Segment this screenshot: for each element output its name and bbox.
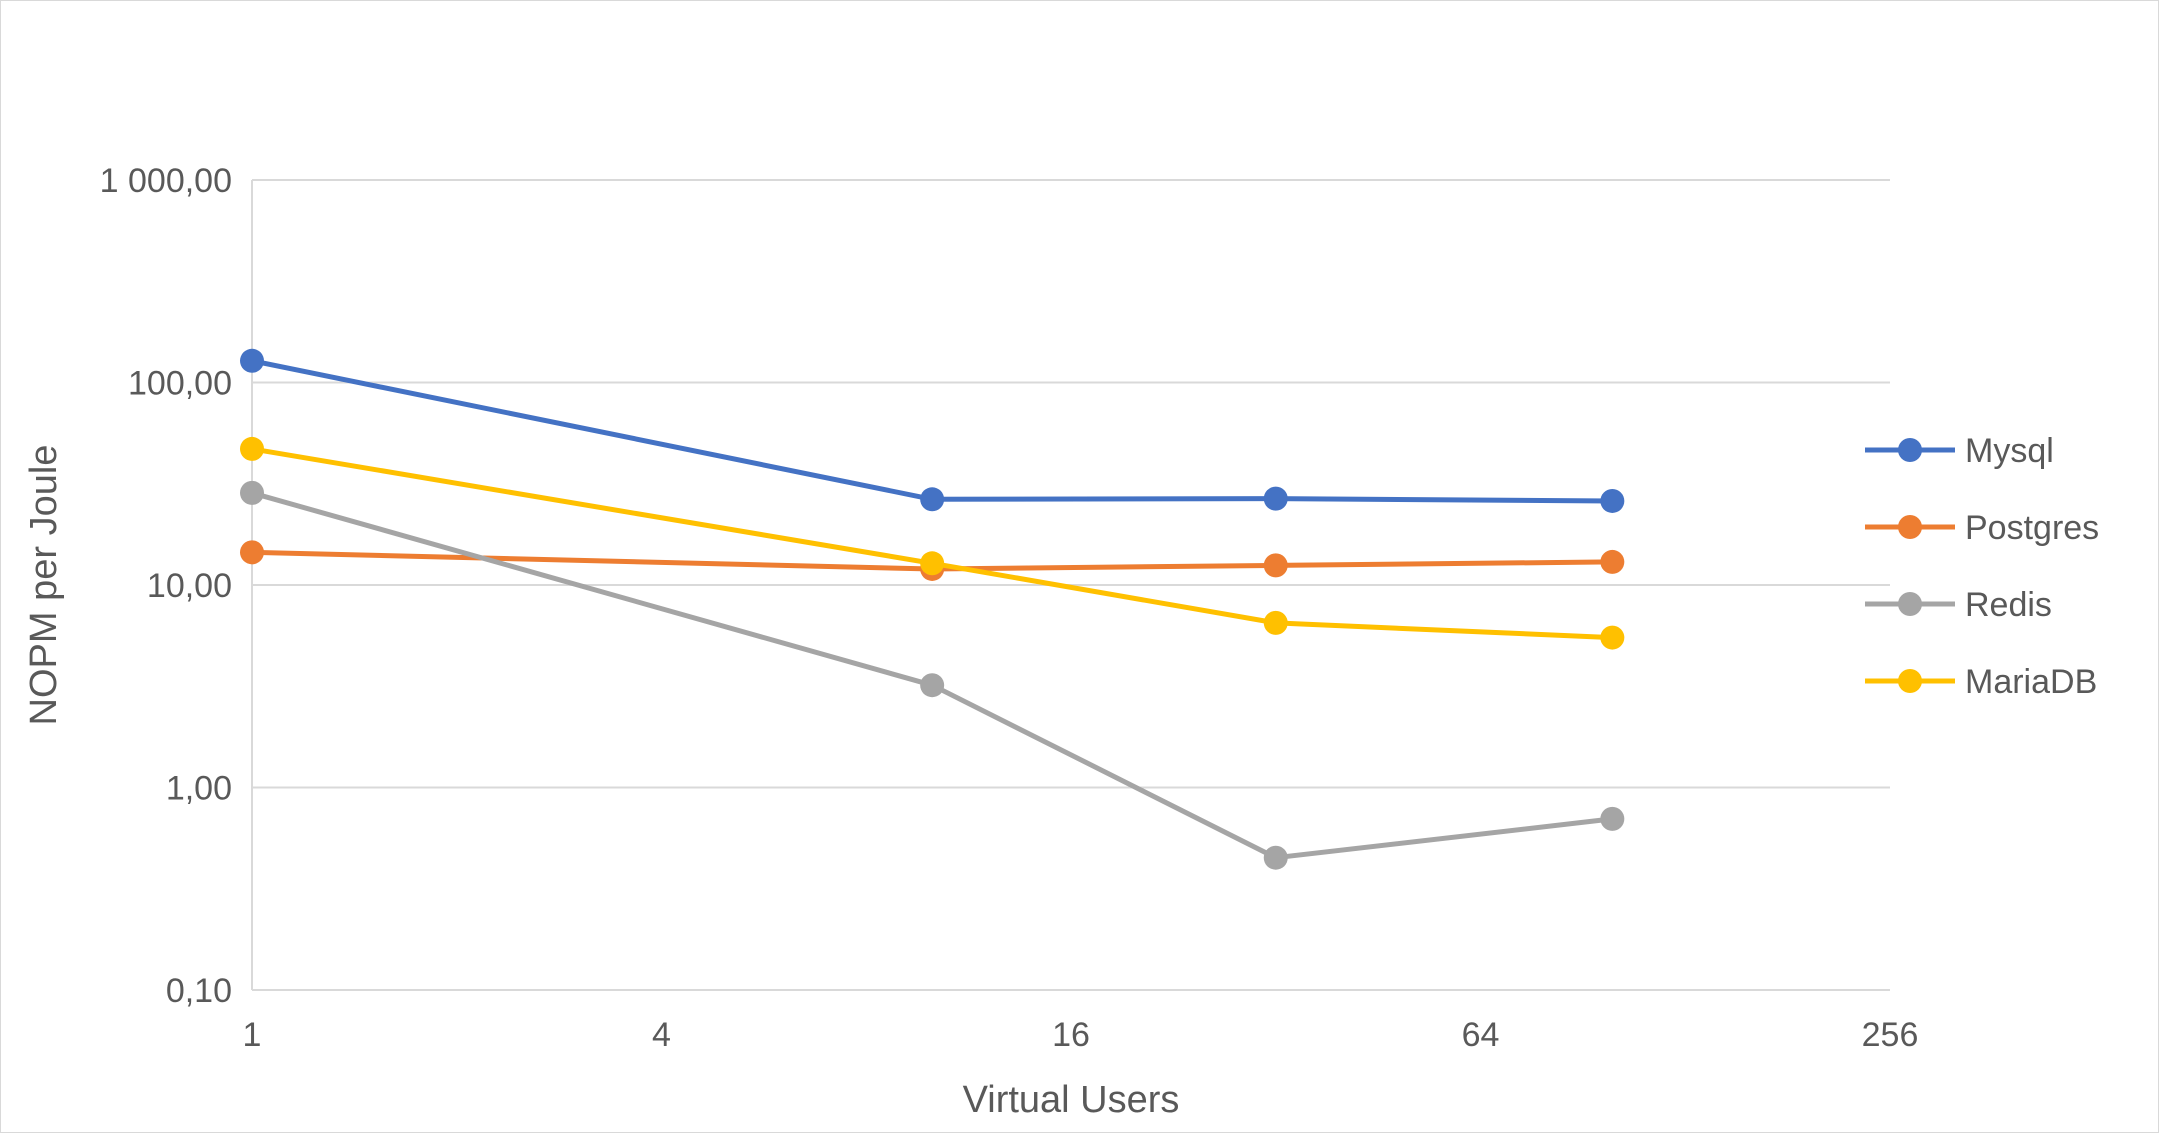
data-point	[240, 480, 264, 505]
legend-label: Redis	[1965, 586, 2052, 624]
series-layer	[240, 348, 1625, 870]
y-tick-label: 0,10	[166, 972, 232, 1010]
data-point	[240, 436, 264, 461]
data-point	[1263, 610, 1288, 635]
legend-swatch-marker	[1898, 515, 1922, 539]
x-tick-label: 64	[1462, 1016, 1500, 1054]
x-tick-label: 256	[1862, 1016, 1919, 1054]
legend-item[interactable]: Mysql	[1865, 432, 2054, 470]
y-axis-title: NOPM per Joule	[23, 445, 65, 726]
gridlines	[252, 179, 1890, 991]
legend-label: MariaDB	[1965, 663, 2097, 701]
legend-swatch-marker	[1898, 592, 1922, 616]
data-point	[920, 487, 945, 512]
legend-item[interactable]: MariaDB	[1865, 663, 2097, 701]
y-tick-label: 10,00	[147, 567, 232, 605]
data-point	[1600, 625, 1625, 650]
legend-swatch-marker	[1898, 438, 1922, 462]
data-point	[920, 673, 945, 698]
series-line	[249, 358, 1615, 504]
y-tick-labels: 0,10 1,00 10,00 100,00 1 000,00	[100, 162, 232, 1010]
series-mysql	[240, 348, 1625, 513]
data-point	[920, 551, 945, 576]
data-point	[1263, 553, 1288, 578]
data-point	[240, 348, 264, 373]
x-tick-label: 16	[1052, 1016, 1090, 1054]
series-postgres	[240, 540, 1625, 581]
series-redis	[240, 480, 1625, 870]
legend-label: Postgres	[1965, 509, 2099, 547]
data-point	[1263, 486, 1288, 511]
x-tick-labels: 1 4 16 64 256	[243, 1016, 1919, 1054]
series-line	[249, 490, 1615, 861]
legend[interactable]: Mysql Postgres Redis MariaDB	[1865, 432, 2099, 701]
data-point	[1263, 845, 1288, 870]
x-tick-label: 1	[243, 1016, 262, 1054]
x-tick-label: 4	[652, 1016, 671, 1054]
legend-swatch-marker	[1898, 669, 1922, 693]
legend-label: Mysql	[1965, 432, 2054, 470]
series-mariadb	[240, 436, 1625, 650]
data-point	[1600, 806, 1625, 831]
y-tick-label: 100,00	[128, 365, 232, 403]
data-point	[240, 540, 264, 565]
series-line	[249, 549, 1615, 572]
y-tick-label: 1 000,00	[100, 162, 232, 200]
y-tick-label: 1,00	[166, 770, 232, 808]
data-point	[1600, 488, 1625, 513]
x-axis-title: Virtual Users	[963, 1079, 1180, 1121]
legend-item[interactable]: Redis	[1865, 586, 2052, 624]
data-point	[1600, 549, 1625, 574]
legend-item[interactable]: Postgres	[1865, 509, 2099, 547]
series-line	[249, 446, 1615, 641]
